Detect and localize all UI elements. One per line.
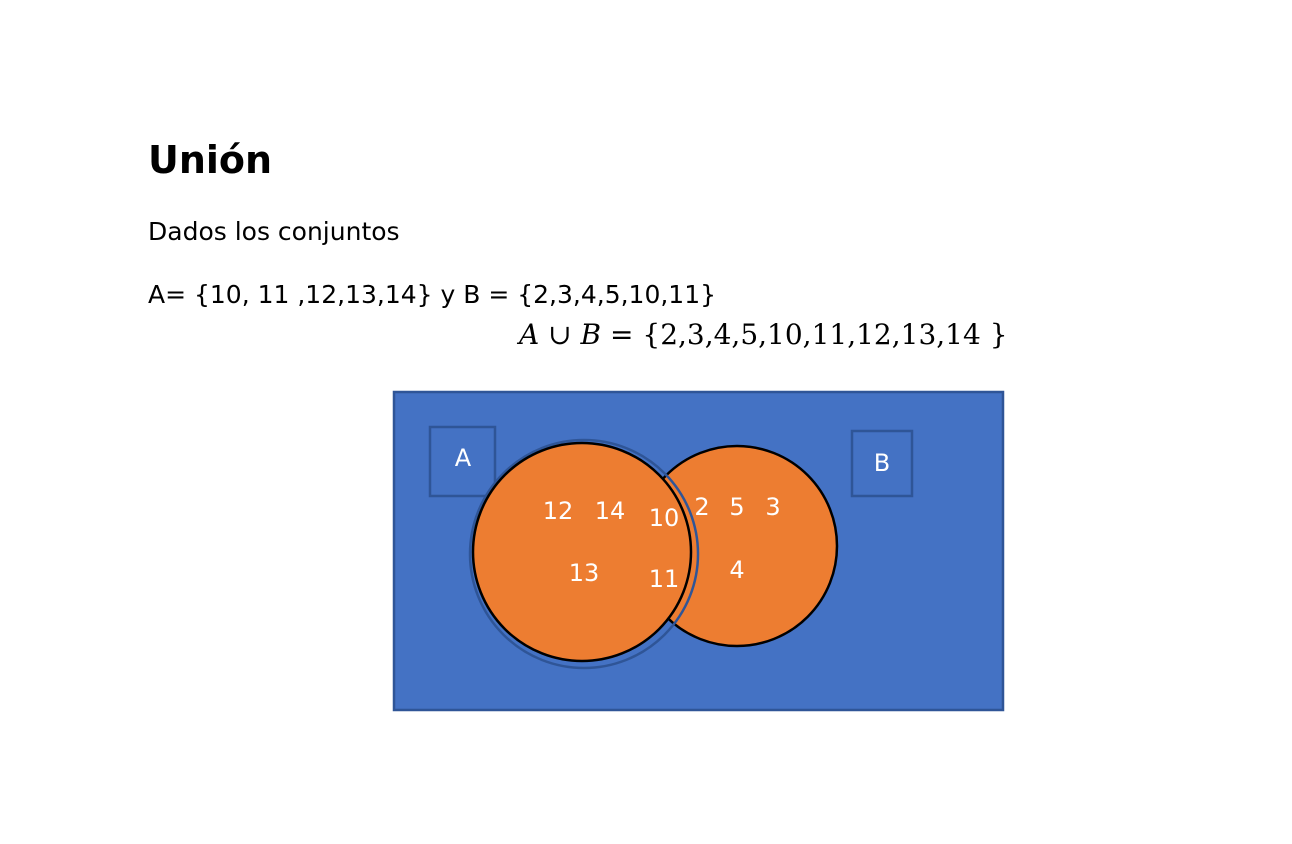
element-label: 10 (649, 504, 680, 532)
set-a-outline (468, 438, 700, 670)
element-label: 13 (569, 559, 600, 587)
set-a-label: A (455, 444, 472, 472)
union-operator: ∪ (548, 318, 572, 351)
union-equals: = (610, 318, 634, 351)
union-formula: A ∪ B = {2,3,4,5,10,11,12,13,14 } (519, 318, 1008, 351)
element-label: 3 (765, 493, 780, 521)
union-result: {2,3,4,5,10,11,12,13,14 } (642, 318, 1008, 351)
union-set-a: A (519, 318, 540, 351)
element-label: 11 (649, 565, 680, 593)
element-label: 14 (595, 497, 626, 525)
set-definitions: A= {10, 11 ,12,13,14} y B = {2,3,4,5,10,… (148, 280, 717, 309)
element-label: 2 (694, 493, 709, 521)
set-a-circle (471, 441, 693, 663)
element-label: 5 (729, 493, 744, 521)
intro-text: Dados los conjuntos (148, 217, 400, 246)
page-title: Unión (148, 138, 273, 182)
set-b-label-box (850, 429, 914, 498)
set-b-label: B (874, 449, 890, 477)
union-set-b: B (580, 318, 602, 351)
element-label: 4 (729, 556, 744, 584)
set-a-label-box (428, 425, 497, 498)
element-label: 12 (543, 497, 574, 525)
